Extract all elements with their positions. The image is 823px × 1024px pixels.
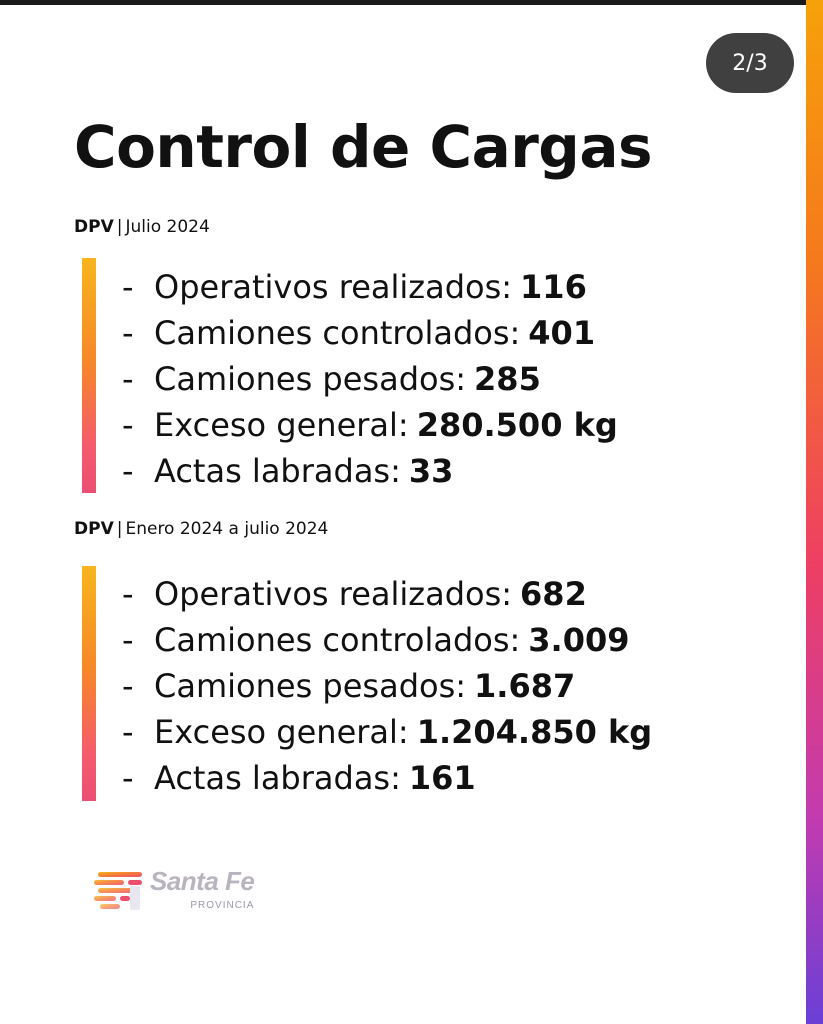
- bullet-dash: -: [122, 452, 134, 490]
- bullet-dash: -: [122, 575, 134, 613]
- section-org: DPV: [74, 519, 114, 539]
- bullet-dash: -: [122, 621, 134, 659]
- section-period: Enero 2024 a julio 2024: [125, 519, 329, 539]
- section-label-cumulative: DPV | Enero 2024 a julio 2024: [74, 521, 328, 538]
- list-item: - Operativos realizados: 682: [122, 571, 652, 617]
- section-label-monthly: DPV | Julio 2024: [74, 219, 210, 236]
- bullet-dash: -: [122, 406, 134, 444]
- list-item: - Camiones pesados: 1.687: [122, 663, 652, 709]
- stat-value: 285: [474, 360, 541, 398]
- section-org: DPV: [74, 217, 114, 237]
- stat-value: 401: [528, 314, 596, 352]
- story-progress-gradient: [806, 0, 823, 1024]
- bullet-dash: -: [122, 314, 134, 352]
- accent-bar-monthly: [82, 258, 96, 493]
- list-item: - Camiones controlados: 401: [122, 310, 618, 356]
- stat-label: Actas labradas:: [154, 759, 401, 797]
- section-separator: |: [116, 519, 123, 539]
- stat-label: Operativos realizados:: [154, 575, 513, 613]
- stat-label: Camiones pesados:: [154, 360, 467, 398]
- section-separator: |: [116, 217, 123, 237]
- accent-bar-cumulative: [82, 566, 96, 801]
- stat-value: 1.204.850 kg: [416, 713, 653, 751]
- list-item: - Operativos realizados: 116: [122, 264, 618, 310]
- list-item: - Actas labradas: 161: [122, 755, 652, 801]
- stat-label: Camiones controlados:: [154, 314, 521, 352]
- logo-subtitle: PROVINCIA: [190, 899, 255, 911]
- list-item: - Camiones controlados: 3.009: [122, 617, 652, 663]
- bullet-dash: -: [122, 360, 134, 398]
- stat-label: Operativos realizados:: [154, 268, 513, 306]
- bullet-dash: -: [122, 667, 134, 705]
- stat-label: Exceso general:: [154, 713, 409, 751]
- logo-name: Santa Fe: [150, 865, 255, 896]
- list-item: - Camiones pesados: 285: [122, 356, 618, 402]
- santa-fe-logo-icon: [94, 872, 142, 910]
- stat-value: 682: [520, 575, 587, 613]
- stat-value: 116: [520, 268, 587, 306]
- stat-value: 161: [408, 759, 476, 797]
- stats-list-monthly: - Operativos realizados: 116 - Camiones con…: [122, 264, 618, 494]
- santa-fe-logo: Santa Fe PROVINCIA: [92, 865, 255, 912]
- stat-value: 33: [408, 452, 454, 490]
- stat-value: 280.500 kg: [416, 406, 618, 444]
- stat-value: 3.009: [528, 621, 630, 659]
- stat-label: Actas labradas:: [154, 452, 401, 490]
- list-item: - Exceso general: 280.500 kg: [122, 402, 618, 448]
- stat-label: Camiones pesados:: [154, 667, 467, 705]
- stat-label: Camiones controlados:: [154, 621, 521, 659]
- list-item: - Exceso general: 1.204.850 kg: [122, 709, 652, 755]
- section-period: Julio 2024: [125, 217, 210, 237]
- logo-text: Santa Fe PROVINCIA: [150, 865, 255, 911]
- page-indicator-badge: 2/3: [706, 33, 794, 93]
- bullet-dash: -: [122, 759, 134, 797]
- top-border: [0, 0, 823, 5]
- bullet-dash: -: [122, 713, 134, 751]
- stats-list-cumulative: - Operativos realizados: 682 - Camiones con…: [122, 571, 652, 801]
- stat-value: 1.687: [474, 667, 576, 705]
- bullet-dash: -: [122, 268, 134, 306]
- page-title: Control de Cargas: [74, 113, 653, 181]
- list-item: - Actas labradas: 33: [122, 448, 618, 494]
- stat-label: Exceso general:: [154, 406, 409, 444]
